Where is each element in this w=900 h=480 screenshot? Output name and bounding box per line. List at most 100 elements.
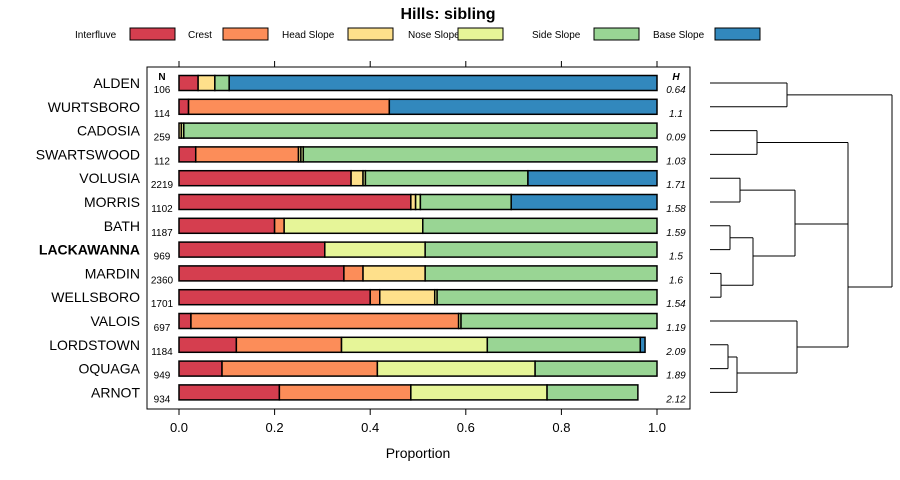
n-column-header: N: [158, 72, 165, 83]
row-n-lackawanna: 969: [154, 252, 171, 263]
bar-segment-wellsboro-interfluve: [178, 288, 371, 306]
bar-row-cadosia: CADOSIA 259 0.09: [77, 122, 686, 144]
row-label-cadosia: CADOSIA: [77, 123, 141, 139]
bar-segment-lordstown-nose-slope: [340, 336, 489, 354]
x-axis: 0.0 0.2 0.4 0.6 0.8 1.0: [170, 409, 666, 435]
row-n-arnot: 934: [154, 394, 171, 405]
bar-segment-bath-nose-slope: [283, 217, 424, 235]
row-n-wurtsboro: 114: [154, 109, 170, 120]
bar-segment-oquaga-interfluve: [178, 360, 223, 377]
row-n-lordstown: 1184: [151, 347, 173, 358]
bar-row-lordstown: LORDSTOWN 1184 2.09: [49, 336, 686, 358]
bar-row-swartswood: SWARTSWOOD 112 1.03: [36, 146, 686, 167]
row-n-valois: 697: [154, 323, 171, 334]
row-h-mardin: 1.6: [669, 275, 683, 286]
row-h-cadosia: 0.09: [666, 133, 686, 144]
x-axis-title: Proportion: [386, 445, 451, 461]
chart-title: Hills: sibling: [400, 6, 495, 23]
bar-segment-cadosia-side-slope: [183, 122, 658, 139]
bar-segment-bath-side-slope: [422, 217, 658, 235]
bar-segment-arnot-side-slope: [546, 384, 639, 401]
row-n-volusia: 2219: [151, 180, 174, 191]
bar-segment-wurtsboro-base-slope: [388, 98, 658, 116]
bar-row-mardin: MARDIN 2360 1.6: [85, 265, 683, 286]
bar-segment-mardin-side-slope: [424, 265, 658, 282]
bar-segment-mardin-interfluve: [178, 265, 345, 282]
legend-swatch-nose-slope: [457, 27, 504, 41]
row-n-bath: 1187: [151, 228, 173, 239]
legend-swatch-crest: [222, 27, 269, 41]
bar-segment-lackawanna-side-slope: [424, 241, 658, 258]
row-label-oquaga: OQUAGA: [79, 361, 141, 377]
bar-segment-swartswood-side-slope: [302, 146, 658, 163]
bar-segment-lackawanna-interfluve: [178, 241, 326, 258]
bar-segment-lordstown-crest: [235, 336, 343, 354]
x-tick-label-5: 1.0: [648, 420, 666, 435]
bar-rows: ALDEN 106 0.64 WURTSBORO 114 1.1 CADOSIA 259 0.0…: [36, 74, 686, 405]
legend-swatch-head-slope: [347, 27, 394, 41]
row-label-wurtsboro: WURTSBORO: [48, 99, 140, 115]
bar-segment-swartswood-crest: [194, 146, 300, 163]
bar-segment-alden-head-slope: [197, 74, 216, 92]
legend: Interfluve Crest Head Slope Nose Slope Side …: [75, 27, 761, 41]
bar-row-lackawanna: LACKAWANNA 969 1.5: [39, 241, 683, 263]
row-h-morris: 1.58: [666, 204, 686, 215]
bar-segment-arnot-nose-slope: [410, 384, 548, 401]
bar-segment-arnot-interfluve: [178, 384, 281, 401]
bar-segment-alden-base-slope: [228, 74, 658, 92]
bar-segment-volusia-base-slope: [527, 169, 658, 187]
row-label-lordstown: LORDSTOWN: [49, 337, 140, 353]
row-n-mardin: 2360: [151, 275, 174, 286]
row-n-swartswood: 112: [154, 156, 170, 167]
row-n-wellsboro: 1701: [151, 299, 174, 310]
bar-row-volusia: VOLUSIA 2219 1.71: [79, 169, 686, 191]
legend-label-head-slope: Head Slope: [282, 30, 335, 41]
row-h-wellsboro: 1.54: [666, 299, 686, 310]
row-label-valois: VALOIS: [90, 313, 140, 329]
bar-row-morris: MORRIS 1102 1.58: [84, 193, 686, 215]
x-tick-label-3: 0.6: [457, 420, 475, 435]
x-tick-label-2: 0.4: [361, 420, 379, 435]
legend-label-base-slope: Base Slope: [653, 30, 705, 41]
x-tick-label-4: 0.8: [552, 420, 570, 435]
bar-segment-lordstown-base-slope: [639, 336, 646, 354]
top-axis-ticks: [178, 61, 658, 67]
bar-row-bath: BATH 1187 1.59: [104, 217, 686, 239]
row-label-lackawanna: LACKAWANNA: [39, 242, 140, 258]
legend-label-interfluve: Interfluve: [75, 30, 117, 41]
row-n-oquaga: 949: [154, 371, 171, 382]
row-h-bath: 1.59: [666, 228, 686, 239]
row-n-morris: 1102: [151, 204, 173, 215]
bar-segment-volusia-side-slope: [364, 169, 529, 187]
legend-swatch-base-slope: [714, 27, 761, 41]
bar-row-wurtsboro: WURTSBORO 114 1.1: [48, 98, 683, 120]
bar-segment-morris-interfluve: [178, 193, 412, 211]
row-label-mardin: MARDIN: [85, 265, 140, 281]
bar-segment-bath-interfluve: [178, 217, 276, 235]
dendrogram: [710, 82, 893, 393]
bar-row-wellsboro: WELLSBORO 1701 1.54: [51, 288, 686, 310]
x-tick-label-0: 0.0: [170, 420, 188, 435]
row-label-alden: ALDEN: [93, 75, 140, 91]
row-n-cadosia: 259: [154, 133, 171, 144]
bar-row-arnot: ARNOT 934 2.12: [91, 384, 686, 405]
bar-segment-valois-crest: [190, 312, 460, 330]
bar-segment-bath-crest: [273, 217, 285, 235]
bar-segment-volusia-interfluve: [178, 169, 352, 187]
bar-segment-valois-side-slope: [460, 312, 658, 330]
legend-swatch-interfluve: [129, 27, 176, 41]
row-h-valois: 1.19: [666, 323, 686, 334]
legend-label-crest: Crest: [188, 30, 212, 41]
row-h-oquaga: 1.89: [666, 371, 686, 382]
bar-segment-morris-base-slope: [510, 193, 658, 211]
bar-segment-wurtsboro-crest: [187, 98, 391, 116]
bar-segment-swartswood-interfluve: [178, 146, 197, 163]
row-label-wellsboro: WELLSBORO: [51, 289, 140, 305]
bar-segment-alden-interfluve: [178, 74, 199, 92]
plot-frame: [146, 66, 691, 410]
bar-segment-valois-interfluve: [178, 312, 192, 330]
bar-segment-lackawanna-nose-slope: [324, 241, 426, 258]
bar-segment-lordstown-interfluve: [178, 336, 238, 354]
row-h-volusia: 1.71: [666, 180, 685, 191]
